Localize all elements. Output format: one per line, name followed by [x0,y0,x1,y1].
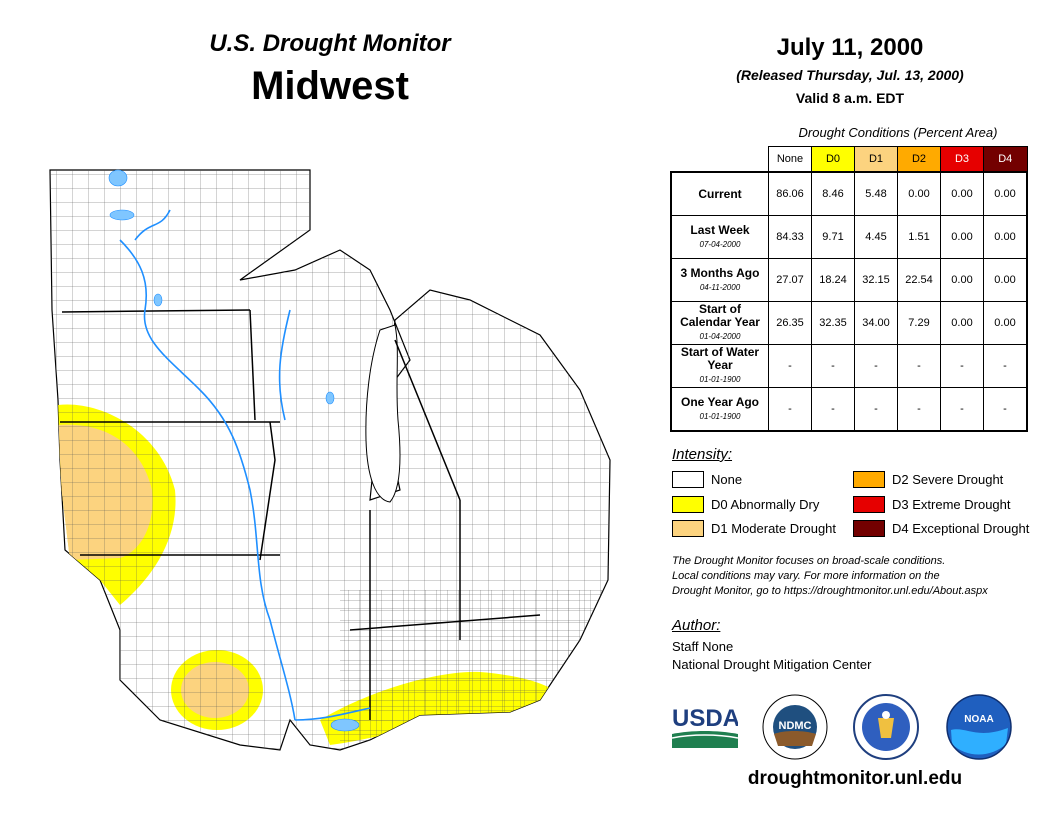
col-header: None [768,146,812,173]
table-cell: 0.00 [983,215,1028,259]
row-label: Start of Calendar Year 01-04-2000 [670,301,769,345]
table-cell: 0.00 [940,258,984,302]
rivers [119,209,371,721]
table-cell: - [897,387,941,432]
table-row: Start of Water Year 01-01-1900- - - - - - [670,344,1028,388]
table-cell: - [768,344,812,388]
table-cell: - [854,344,898,388]
table-cell: - [811,344,855,388]
table-cell: 0.00 [983,171,1028,216]
region-title: Midwest [251,64,409,108]
row-label: Last Week 07-04-2000 [670,215,769,259]
table-cell: 32.35 [811,301,855,345]
table-row: 3 Months Ago 04-11-2000 27.07 18.24 32.15 22.… [670,258,1028,302]
table-cell: 1.51 [897,215,941,259]
col-header: D3 [940,146,984,173]
table-cell: 27.07 [768,258,812,302]
table-cell: 5.48 [854,171,898,216]
legend-item-d3: D3 Extreme Drought [853,496,1011,513]
legend-item-none: None [672,471,742,488]
table-cell: - [768,387,812,432]
row-label: One Year Ago 01-01-1900 [670,387,769,432]
author-org: National Drought Mitigation Center [672,657,872,672]
table-caption: Drought Conditions (Percent Area) [798,125,998,140]
note-line: Local conditions may vary. For more info… [672,570,940,582]
table-cell: 18.24 [811,258,855,302]
table-row: Current 86.06 8.46 5.48 0.00 0.00 0.00 [670,171,1028,216]
table-cell: 86.06 [768,171,812,216]
svg-text:NDMC: NDMC [779,720,812,732]
table-cell: 0.00 [897,171,941,216]
disclaimer-note: The Drought Monitor focuses on broad-sca… [672,554,1042,599]
legend-swatch [672,520,704,537]
table-cell: 0.00 [983,258,1028,302]
table-cell: 4.45 [854,215,898,259]
table-cell: - [897,344,941,388]
legend-item-d1: D1 Moderate Drought [672,520,836,537]
table-cell: 0.00 [940,301,984,345]
state-borders [60,309,541,720]
table-cell: - [940,344,984,388]
col-header: D0 [811,146,855,173]
table-cell: 22.54 [897,258,941,302]
legend-title: Intensity: [672,446,733,463]
table-cell: 9.71 [811,215,855,259]
drought-map [49,169,611,751]
legend-swatch [672,496,704,513]
col-header: D4 [983,146,1028,173]
table-row: One Year Ago 01-01-1900- - - - - - [670,387,1028,432]
table-cell: 26.35 [768,301,812,345]
legend-item-d0: D0 Abnormally Dry [672,496,819,513]
table-cell: - [811,387,855,432]
legend-item-d4: D4 Exceptional Drought [853,520,1029,537]
table-cell: 0.00 [940,215,984,259]
map-title: U.S. Drought Monitor [209,30,451,57]
svg-text:NOAA: NOAA [964,714,993,725]
note-line: Drought Monitor, go to https://droughtmo… [672,585,988,597]
legend-item-d2: D2 Severe Drought [853,471,1003,488]
row-label: Current [670,171,769,216]
author-title: Author: [672,617,721,634]
ndmc-logo: NDMC [762,694,828,760]
legend-swatch [672,471,704,488]
author-name: Staff None [672,639,734,654]
table-cell: 8.46 [811,171,855,216]
table-cell: - [854,387,898,432]
table-row: Last Week 07-04-2000 84.33 9.71 4.45 1.51 0.00… [670,215,1028,259]
col-header: D1 [854,146,898,173]
commerce-seal-logo [853,694,919,760]
table-cell: 0.00 [940,171,984,216]
table-cell: 0.00 [983,301,1028,345]
table-cell: - [983,387,1028,432]
usda-logo: USDA [672,705,738,748]
table-cell: 32.15 [854,258,898,302]
map-date: July 11, 2000 [776,34,924,61]
inland-lakes [108,169,360,732]
row-label: Start of Water Year 01-01-1900 [670,344,769,388]
row-label: 3 Months Ago 04-11-2000 [670,258,769,302]
release-date: (Released Thursday, Jul. 13, 2000) [736,67,964,83]
table-cell: - [983,344,1028,388]
legend-swatch [853,496,885,513]
table-cell: 84.33 [768,215,812,259]
svg-text:USDA: USDA [672,705,738,732]
legend-swatch [853,520,885,537]
col-header: D2 [897,146,941,173]
table-cell: 7.29 [897,301,941,345]
table-row: Start of Calendar Year 01-04-2000 26.35 32.… [670,301,1028,345]
county-grid [50,170,610,750]
noaa-logo: NOAA [946,694,1012,760]
legend-swatch [853,471,885,488]
table-cell: 34.00 [854,301,898,345]
note-line: The Drought Monitor focuses on broad-sca… [672,555,946,567]
table-cell: - [940,387,984,432]
footer-url[interactable]: droughtmonitor.unl.edu [747,768,963,789]
drought-conditions-table: None D0 D1 D2 D3 D4 Current 86.06 8.46 5.48… [670,146,1028,432]
lake-michigan [365,324,401,503]
table-corner [671,147,769,173]
valid-time: Valid 8 a.m. EDT [795,90,905,106]
